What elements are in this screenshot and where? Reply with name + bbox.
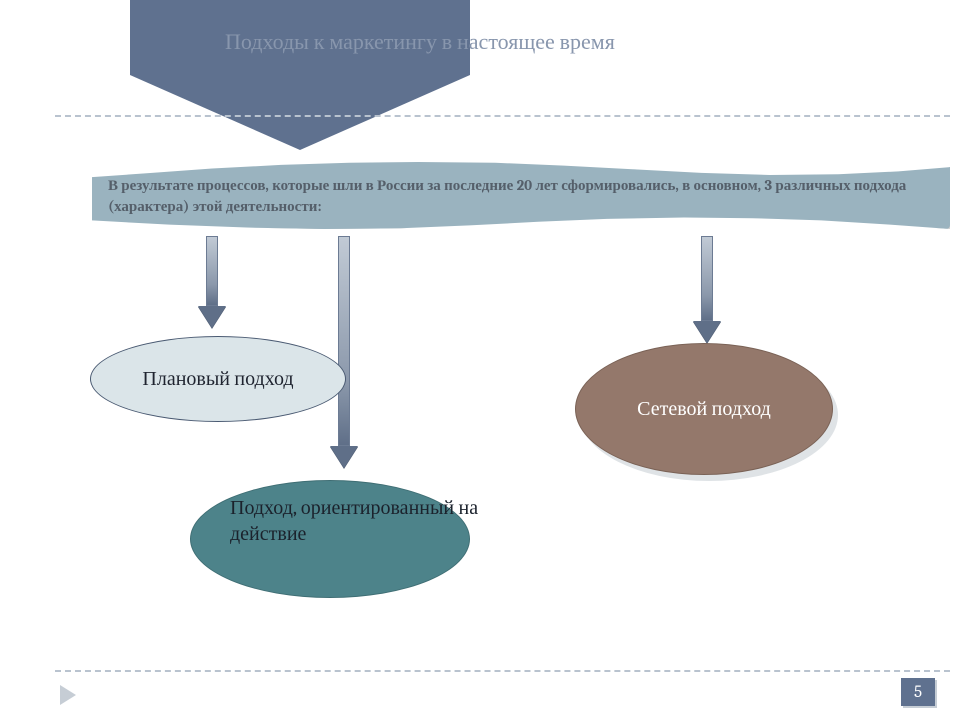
arrow-head-icon — [330, 446, 358, 468]
arrow-head-icon — [693, 321, 721, 343]
arrow-to-action — [330, 236, 358, 468]
header-pentagon-shape — [130, 0, 470, 150]
node-network-approach: Сетевой подход — [575, 343, 833, 475]
node-planned-approach: Плановый подход — [90, 336, 346, 422]
arrow-shaft — [701, 236, 713, 321]
slide-title: Подходы к маркетингу в настоящее время — [225, 28, 645, 58]
arrow-shaft — [338, 236, 350, 446]
page-number-badge: 5 — [901, 678, 935, 706]
intro-banner-text: В результате процессов, которые шли в Ро… — [108, 175, 948, 217]
header-divider — [55, 115, 950, 117]
play-icon — [60, 685, 76, 705]
arrow-shaft — [206, 236, 218, 306]
node-label: Сетевой подход — [637, 397, 771, 421]
arrow-to-planned — [198, 236, 226, 328]
footer-divider — [55, 670, 950, 672]
slide-stage: Подходы к маркетингу в настоящее время В… — [0, 0, 960, 720]
page-number: 5 — [914, 683, 922, 702]
arrow-head-icon — [198, 306, 226, 328]
arrow-to-network — [693, 236, 721, 343]
node-label: Плановый подход — [142, 367, 293, 391]
node-action-approach-label: Подход, ориентированный на действие — [230, 495, 500, 547]
